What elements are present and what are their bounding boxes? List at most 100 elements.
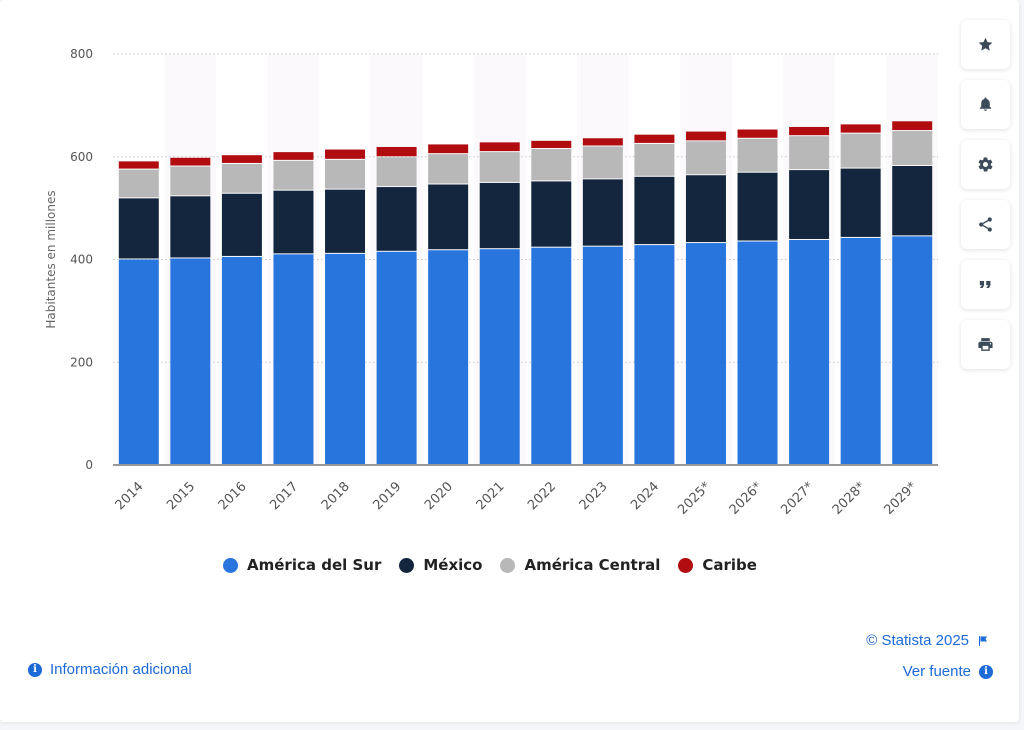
source-label: Ver fuente bbox=[902, 663, 971, 680]
bar-segment bbox=[170, 258, 211, 464]
settings-button[interactable] bbox=[961, 140, 1010, 189]
quote-icon bbox=[979, 280, 991, 289]
bar-segment bbox=[428, 154, 469, 184]
bar-segment bbox=[582, 138, 623, 146]
bar-segment bbox=[273, 152, 314, 160]
y-tick-label: 400 bbox=[70, 253, 93, 267]
bar-segment bbox=[273, 190, 314, 254]
bar-segment bbox=[789, 239, 830, 464]
bar-segment bbox=[170, 166, 211, 196]
bar-segment bbox=[479, 152, 520, 182]
bar-segment bbox=[737, 129, 778, 138]
share-button[interactable] bbox=[961, 200, 1010, 249]
share-icon bbox=[979, 217, 992, 232]
additional-info-label: Información adicional bbox=[50, 661, 192, 678]
flag-icon bbox=[979, 635, 987, 646]
bar-segment bbox=[685, 175, 726, 243]
copyright-label: © Statista 2025 bbox=[866, 632, 969, 649]
bar-segment bbox=[170, 196, 211, 258]
bar-segment bbox=[221, 155, 262, 163]
bar-segment bbox=[273, 160, 314, 190]
bar-segment bbox=[582, 179, 623, 246]
y-axis-label: Habitantes en millones bbox=[44, 190, 58, 328]
bar-segment bbox=[892, 121, 933, 131]
info-icon: i bbox=[28, 662, 42, 677]
bar-segment bbox=[170, 157, 211, 166]
x-tick-label: 2021 bbox=[474, 479, 508, 513]
legend-marker bbox=[678, 557, 694, 573]
bar-segment bbox=[376, 187, 417, 251]
bar-segment bbox=[531, 140, 572, 149]
x-tick-label: 2028* bbox=[830, 479, 869, 518]
bar-segment bbox=[273, 254, 314, 464]
print-icon bbox=[978, 338, 993, 351]
x-tick-label: 2015 bbox=[164, 479, 198, 513]
bar-segment bbox=[118, 198, 159, 259]
legend-marker bbox=[500, 557, 516, 573]
y-tick-label: 0 bbox=[85, 458, 93, 472]
bar-segment bbox=[737, 241, 778, 464]
info-icon: i bbox=[979, 664, 993, 679]
cite-button[interactable] bbox=[961, 260, 1010, 309]
bar-segment bbox=[376, 146, 417, 157]
bar-segment bbox=[531, 149, 572, 181]
bar-segment bbox=[737, 172, 778, 241]
bar-segment bbox=[892, 131, 933, 165]
bar-segment bbox=[376, 251, 417, 464]
x-tick-label: 2014 bbox=[113, 479, 147, 513]
x-tick-label: 2016 bbox=[216, 479, 250, 513]
bar-segment bbox=[634, 176, 675, 245]
bar-segment bbox=[634, 245, 675, 464]
bar-segment bbox=[428, 250, 469, 464]
x-tick-label: 2029* bbox=[881, 479, 920, 518]
legend: América del Sur México América Central Cari… bbox=[0, 556, 980, 574]
favorite-button[interactable] bbox=[961, 20, 1010, 69]
legend-marker bbox=[223, 557, 239, 573]
bar-segment bbox=[582, 246, 623, 464]
x-tick-label: 2025* bbox=[675, 479, 714, 518]
bar-segment bbox=[840, 124, 881, 133]
print-button[interactable] bbox=[961, 320, 1010, 369]
x-tick-label: 2022 bbox=[525, 479, 559, 513]
bar-segment bbox=[531, 181, 572, 247]
bar-segment bbox=[118, 259, 159, 464]
legend-item[interactable]: América del Sur bbox=[223, 556, 381, 574]
gear-icon bbox=[978, 157, 993, 172]
legend-item[interactable]: Caribe bbox=[678, 556, 757, 574]
bar-segment bbox=[840, 168, 881, 237]
bar-segment bbox=[428, 184, 469, 250]
bar-segment bbox=[892, 165, 933, 236]
x-tick-label: 2023 bbox=[577, 479, 611, 513]
bar-segment bbox=[428, 144, 469, 154]
bar-segment bbox=[221, 256, 262, 464]
legend-item[interactable]: México bbox=[399, 556, 482, 574]
bell-icon bbox=[979, 97, 992, 111]
bar-segment bbox=[840, 237, 881, 464]
x-tick-label: 2027* bbox=[778, 479, 817, 518]
source-link[interactable]: Ver fuente i bbox=[903, 663, 993, 680]
bar-segment bbox=[685, 131, 726, 141]
bar-segment bbox=[118, 161, 159, 169]
additional-info-link[interactable]: i Información adicional bbox=[28, 661, 192, 678]
bar-segment bbox=[118, 169, 159, 198]
toolbar bbox=[961, 20, 1011, 380]
bar-segment bbox=[634, 134, 675, 143]
legend-item[interactable]: América Central bbox=[500, 556, 660, 574]
notification-button[interactable] bbox=[961, 80, 1010, 129]
bar-segment bbox=[221, 193, 262, 256]
bar-segment bbox=[376, 157, 417, 187]
bar-segment bbox=[325, 159, 366, 189]
x-tick-label: 2017 bbox=[267, 479, 301, 513]
x-tick-label: 2020 bbox=[422, 479, 456, 513]
star-icon bbox=[978, 37, 993, 51]
y-tick-label: 800 bbox=[70, 47, 93, 61]
bar-segment bbox=[789, 170, 830, 239]
bar-segment bbox=[479, 182, 520, 249]
bar-segment bbox=[325, 189, 366, 253]
y-tick-label: 600 bbox=[70, 150, 93, 164]
bar-segment bbox=[685, 141, 726, 175]
copyright-link[interactable]: © Statista 2025 bbox=[866, 632, 989, 649]
bar-segment bbox=[789, 126, 830, 136]
bar-segment bbox=[789, 136, 830, 170]
bar-segment bbox=[892, 236, 933, 464]
